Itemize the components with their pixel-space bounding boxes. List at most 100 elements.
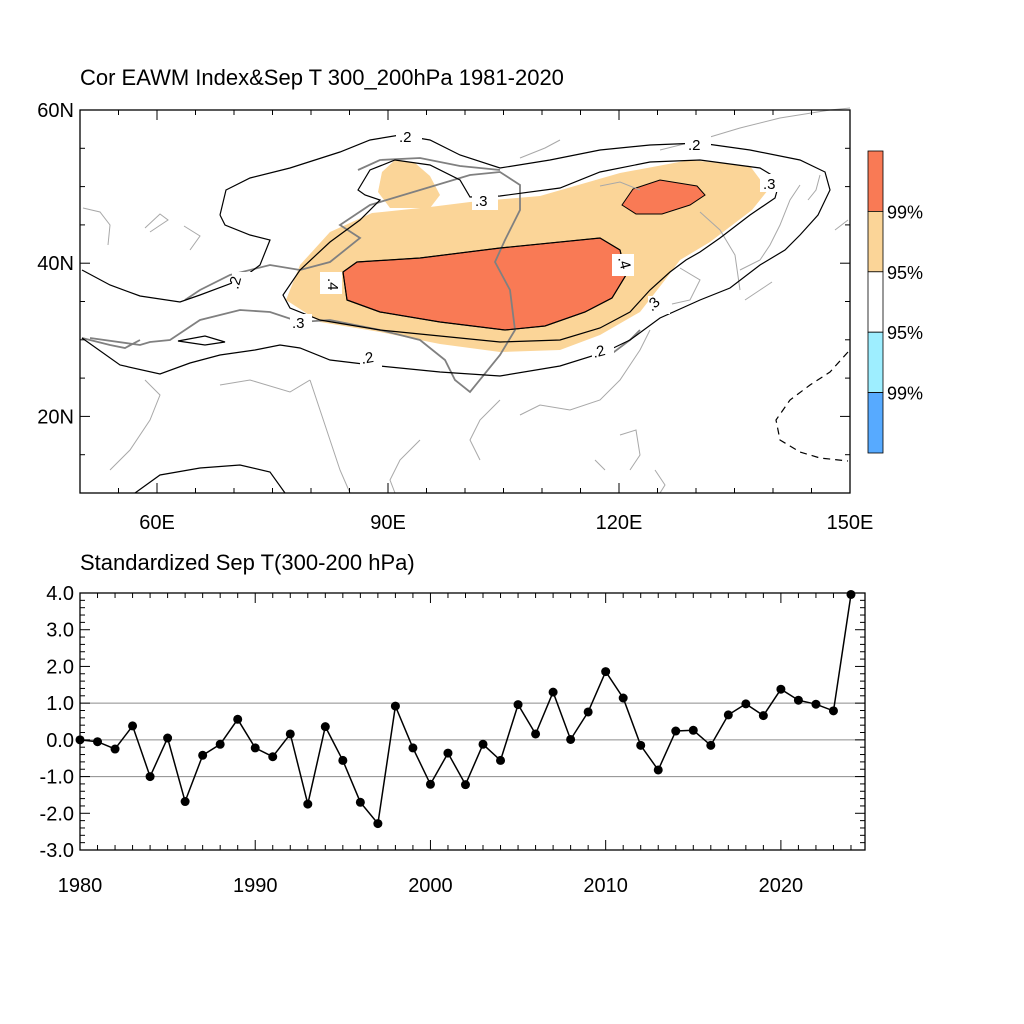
ts-axis-labels: 1980 1990 2000 2010 2020 4.0 3.0 2.0 1.0 0.0 -1.0 -… xyxy=(40,583,804,897)
ts-y-tick-label: 2.0 xyxy=(46,656,74,678)
contour-label: .4 xyxy=(614,255,634,271)
ts-y-tick-label: -1.0 xyxy=(40,767,74,789)
map-y-tick-label: 60N xyxy=(37,100,74,122)
ts-y-tick-label: 3.0 xyxy=(46,620,74,642)
ts-title: Standardized Sep T(300-200 hPa) xyxy=(80,550,415,575)
series-point xyxy=(198,750,208,760)
series-point xyxy=(110,744,120,754)
series-point xyxy=(478,739,488,749)
ts-y-tick-label: 0.0 xyxy=(46,730,74,752)
ts-x-tick-label: 2000 xyxy=(408,875,453,897)
series-point xyxy=(653,765,663,775)
map-title: Cor EAWM Index&Sep T 300_200hPa 1981-202… xyxy=(80,65,564,90)
series-point xyxy=(811,699,821,709)
reference-contours xyxy=(81,157,641,394)
colorbar-label: 99% xyxy=(887,384,923,404)
series-point xyxy=(548,687,558,697)
ts-y-tick-label: -2.0 xyxy=(40,803,74,825)
ts-frame xyxy=(79,592,866,851)
contour-label: .4 xyxy=(324,278,341,291)
map-y-tick-label: 40N xyxy=(37,253,74,275)
series-point xyxy=(338,755,348,765)
series-point xyxy=(93,737,103,747)
shade-95-north-lobe xyxy=(378,160,440,208)
map-ticks xyxy=(79,109,851,494)
series-point xyxy=(531,729,541,739)
map-x-tick-label: 60E xyxy=(139,512,175,534)
ts-y-tick-label: -3.0 xyxy=(40,840,74,862)
series-point xyxy=(163,733,173,743)
colorbar-segment xyxy=(867,392,884,454)
contour-label: .2 xyxy=(399,129,412,146)
contour-label: .2 xyxy=(360,349,375,368)
series-point xyxy=(513,700,523,710)
ts-y-tick-label: 4.0 xyxy=(46,583,74,605)
contour-label: .3 xyxy=(763,176,776,193)
series-point xyxy=(706,740,716,750)
ts-gridlines xyxy=(80,702,865,778)
contour-label: .2 xyxy=(591,342,607,362)
series-point xyxy=(303,799,313,809)
series-point xyxy=(250,743,260,753)
series-points xyxy=(75,589,856,829)
contour-label: .3 xyxy=(292,315,305,332)
ts-x-tick-label: 2020 xyxy=(759,875,804,897)
ts-y-tick-label: 1.0 xyxy=(46,693,74,715)
series-point xyxy=(373,819,383,829)
contour-label: .2 xyxy=(225,275,245,291)
series-point xyxy=(566,734,576,744)
series-point xyxy=(268,752,278,762)
series-point xyxy=(583,707,593,717)
ts-x-tick-label: 1990 xyxy=(233,875,278,897)
colorbar-segment xyxy=(867,331,884,394)
series-point xyxy=(741,699,751,709)
map-axis-labels: 60E 90E 120E 150E 60N 40N 20N xyxy=(37,100,873,534)
series-point xyxy=(671,726,681,736)
series-point xyxy=(390,701,400,711)
ts-x-tick-label: 1980 xyxy=(58,875,103,897)
colorbar-segment xyxy=(867,271,884,333)
series-point xyxy=(443,748,453,758)
contour-labels: .2 .2 .3 .3 .4 .4 .2 .3 .3 .2 .2 xyxy=(225,127,786,368)
series-point xyxy=(636,740,646,750)
colorbar-label: 95% xyxy=(887,323,923,343)
series-point xyxy=(723,710,733,720)
colorbar: 99% 95% 95% 99% xyxy=(867,150,923,454)
ts-panel: 1980 1990 2000 2010 2020 4.0 3.0 2.0 1.0 0.0 -1.0 -… xyxy=(40,583,866,897)
series-point xyxy=(285,729,295,739)
map-x-tick-label: 120E xyxy=(596,512,643,534)
ts-x-tick-label: 2010 xyxy=(583,875,628,897)
series-point xyxy=(758,711,768,721)
series-point xyxy=(793,695,803,705)
series-point xyxy=(618,693,628,703)
series-point xyxy=(776,684,786,694)
map-y-tick-label: 20N xyxy=(37,406,74,428)
series-point xyxy=(601,667,611,677)
colorbar-label: 99% xyxy=(887,202,923,222)
series-point xyxy=(496,755,506,765)
series-point xyxy=(460,780,470,790)
contour-label: .3 xyxy=(475,193,488,210)
series-point xyxy=(215,739,225,749)
map-x-tick-label: 150E xyxy=(827,512,874,534)
series-point xyxy=(846,589,856,599)
series-point xyxy=(408,743,418,753)
series-point xyxy=(688,725,698,735)
series-point xyxy=(145,772,155,782)
series-point xyxy=(320,722,330,732)
coastlines xyxy=(82,107,851,494)
series-point xyxy=(180,797,190,807)
series-point xyxy=(425,779,435,789)
contour-label: .2 xyxy=(688,137,701,154)
series-point xyxy=(128,721,138,731)
map-x-tick-label: 90E xyxy=(370,512,406,534)
ts-ticks xyxy=(79,592,865,851)
series-point xyxy=(828,706,838,716)
shade-99-northeast xyxy=(621,179,706,215)
series-point xyxy=(355,797,365,807)
series-point xyxy=(75,735,85,745)
map-panel: .2 .2 .3 .3 .4 .4 .2 .3 .3 .2 .2 60E 90E 1… xyxy=(37,100,923,534)
series-line xyxy=(79,594,852,826)
colorbar-segment xyxy=(867,210,884,273)
